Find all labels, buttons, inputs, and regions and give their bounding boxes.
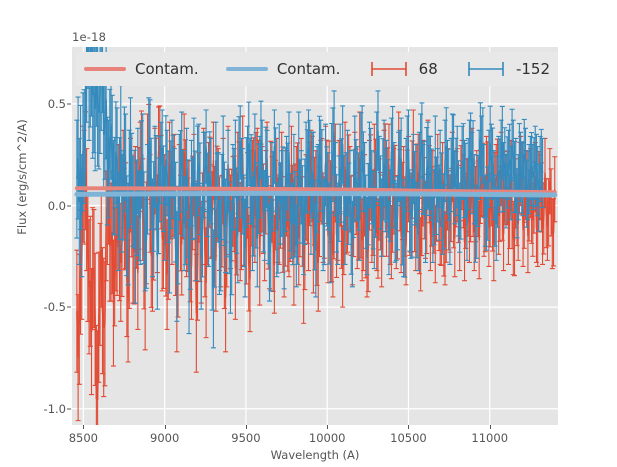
x-tick-label: 10000 [308, 431, 346, 445]
legend-label: 68 [418, 60, 438, 78]
line-swatch-icon [225, 60, 268, 78]
y-tick-mark [67, 205, 71, 207]
y-tick-label: 0.5 [47, 96, 66, 111]
x-tick-label: 10500 [390, 431, 427, 445]
y-tick-label: -0.5 [43, 300, 66, 315]
errorbar-swatch-icon [465, 60, 507, 78]
y-tick-label: -1.0 [43, 401, 66, 416]
x-tick-label: 9000 [150, 431, 180, 445]
data-series-layer [74, 47, 558, 425]
y-tick-mark [67, 103, 71, 105]
legend-label: Contam. [135, 60, 199, 78]
legend-entry-2[interactable]: 68 [368, 60, 438, 78]
series-line [76, 47, 544, 290]
y-axis-label: Flux (erg/s/cm^2/A) [15, 119, 29, 235]
plot-canvas [72, 47, 558, 425]
x-tick-mark [245, 425, 247, 429]
chart-legend[interactable]: Contam. Contam. 68 -152 [76, 52, 558, 86]
legend-label: -152 [515, 60, 550, 78]
y-axis-offset-label: 1e-18 [72, 30, 107, 44]
line-swatch-icon [84, 60, 126, 78]
contamination-line-contam-68 [74, 186, 557, 195]
x-tick-label: 9500 [231, 431, 261, 445]
x-tick-label: 11000 [471, 431, 509, 445]
plot-area [72, 47, 558, 425]
x-axis-tick-labels: 8500 9000 9500 10000 10500 11000 [68, 425, 558, 449]
x-tick-mark [327, 425, 329, 429]
x-tick-mark [489, 425, 491, 429]
x-tick-mark [164, 425, 166, 429]
legend-entry-0[interactable]: Contam. [84, 60, 199, 78]
y-tick-label: 0.0 [47, 198, 66, 213]
x-tick-mark [408, 425, 410, 429]
y-axis-tick-labels: 0.5 0.0 -0.5 -1.0 [10, 47, 71, 425]
x-axis-label: Wavelength (A) [270, 448, 360, 462]
errorbar-swatch-icon [368, 60, 410, 78]
y-tick-mark [67, 408, 71, 410]
contamination-line-contam-152 [74, 190, 558, 198]
x-tick-mark [83, 425, 85, 429]
x-tick-label: 8500 [68, 431, 99, 445]
legend-entry-1[interactable]: Contam. [225, 60, 341, 78]
legend-label: Contam. [276, 60, 341, 78]
y-tick-mark [67, 306, 71, 308]
legend-entry-3[interactable]: -152 [465, 60, 550, 78]
